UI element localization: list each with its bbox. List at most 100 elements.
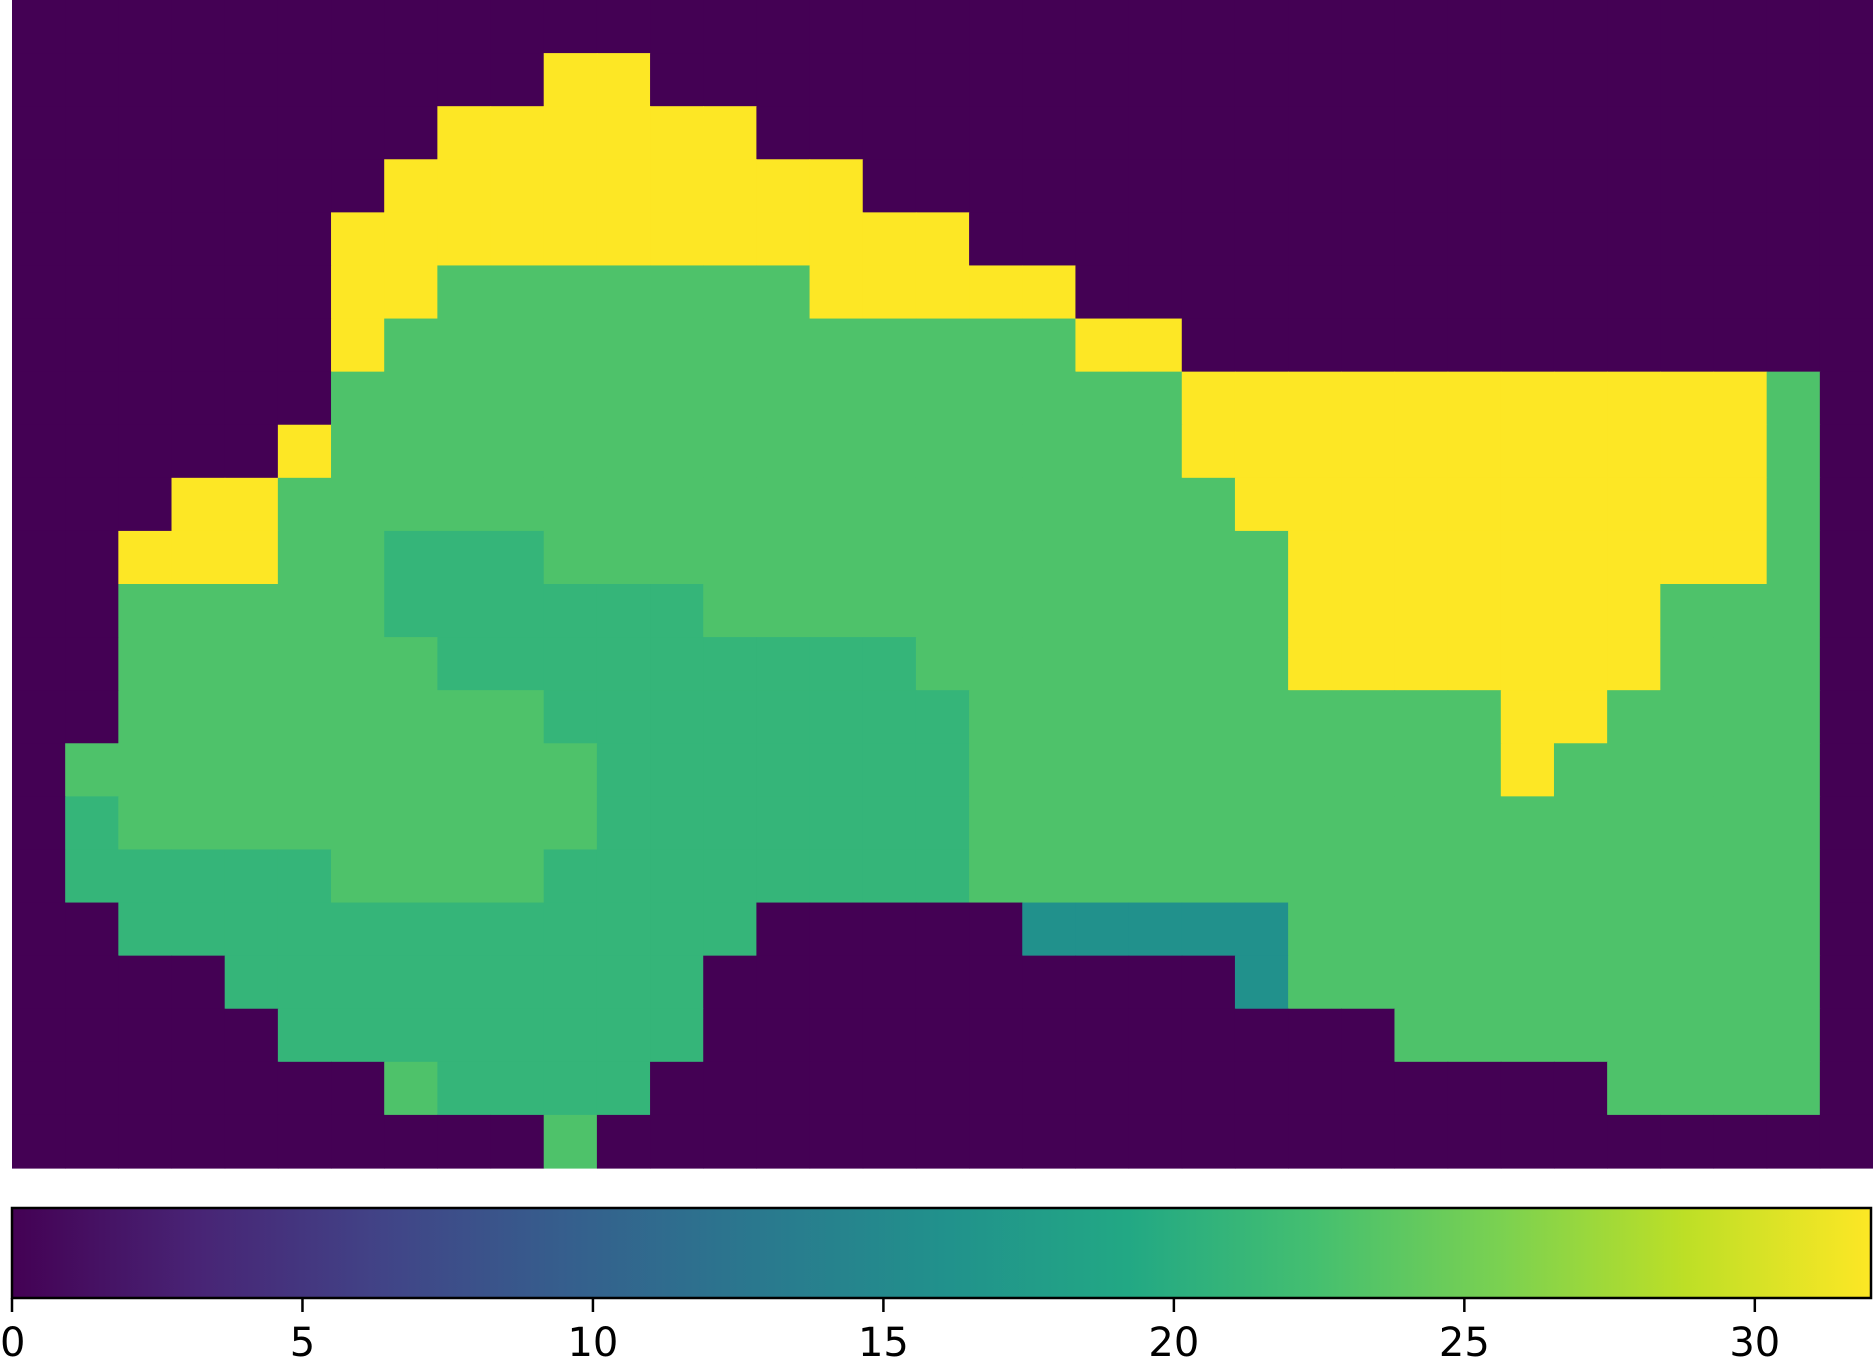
heatmap-cell xyxy=(650,53,704,107)
heatmap-cell xyxy=(12,1061,66,1116)
heatmap-cell xyxy=(1288,371,1342,426)
heatmap-cell xyxy=(384,477,438,532)
heatmap-cell xyxy=(809,265,864,320)
heatmap-cell xyxy=(1234,318,1289,373)
heatmap-cell xyxy=(1234,106,1289,160)
heatmap-cell xyxy=(543,637,598,691)
heatmap-cell xyxy=(490,0,545,54)
heatmap-cell xyxy=(1234,212,1289,267)
heatmap-cell xyxy=(915,1061,970,1116)
heatmap-cell xyxy=(1181,53,1236,107)
heatmap-cell xyxy=(1394,849,1449,904)
heatmap-cell xyxy=(1607,796,1661,851)
heatmap-cell xyxy=(1500,318,1555,373)
heatmap-cell xyxy=(969,477,1023,532)
heatmap-cell xyxy=(1288,477,1342,532)
heatmap-cell xyxy=(1713,584,1768,638)
heatmap-cell xyxy=(171,265,226,320)
heatmap-cell xyxy=(1075,106,1130,160)
heatmap-cell xyxy=(756,955,811,1010)
heatmap-cell xyxy=(437,1008,492,1063)
heatmap-cell xyxy=(277,637,332,691)
heatmap-cell xyxy=(756,106,811,160)
heatmap-cell xyxy=(277,477,332,532)
heatmap-cell xyxy=(1022,424,1077,479)
heatmap-cell xyxy=(1075,637,1130,691)
heatmap-cell xyxy=(1660,530,1715,585)
heatmap-cell xyxy=(1181,955,1236,1010)
heatmap-cell xyxy=(1288,159,1342,213)
heatmap-cell xyxy=(703,584,757,638)
heatmap-cell xyxy=(650,743,704,797)
heatmap-cell xyxy=(1713,424,1768,479)
heatmap-cell xyxy=(1766,584,1821,638)
heatmap-cell xyxy=(1341,159,1396,213)
heatmap-cell xyxy=(703,955,757,1010)
heatmap-cell xyxy=(1394,1008,1449,1063)
heatmap-cell xyxy=(1075,1008,1130,1063)
heatmap-cell xyxy=(543,477,598,532)
heatmap-cell xyxy=(1819,1008,1873,1063)
heatmap-cell xyxy=(331,424,385,479)
heatmap-cell xyxy=(1128,530,1183,585)
heatmap-cell xyxy=(437,477,492,532)
heatmap-cell xyxy=(490,530,545,585)
heatmap-cell xyxy=(969,902,1023,957)
heatmap-cell xyxy=(65,530,119,585)
heatmap-cell xyxy=(969,212,1023,267)
heatmap-cell xyxy=(1075,690,1130,744)
heatmap-cell xyxy=(1500,1114,1555,1169)
heatmap-cell xyxy=(384,796,438,851)
heatmap-cell xyxy=(224,849,279,904)
heatmap-cell xyxy=(543,849,598,904)
heatmap-cell xyxy=(596,690,651,744)
heatmap-cell xyxy=(171,1008,226,1063)
heatmap-cell xyxy=(1500,1008,1555,1063)
heatmap-cell xyxy=(1713,796,1768,851)
heatmap-cell xyxy=(1660,1008,1715,1063)
heatmap-cell xyxy=(1500,265,1555,320)
heatmap-cell xyxy=(1660,584,1715,638)
heatmap-cell xyxy=(118,212,173,267)
heatmap-cell xyxy=(1713,1061,1768,1116)
heatmap-cell xyxy=(1553,53,1608,107)
heatmap-cell xyxy=(65,849,119,904)
heatmap-cell xyxy=(1341,849,1396,904)
heatmap-cell xyxy=(384,1061,438,1116)
heatmap-cell xyxy=(1819,584,1873,638)
heatmap-cell xyxy=(12,371,66,426)
heatmap-cell xyxy=(1713,53,1768,107)
heatmap-cell xyxy=(65,637,119,691)
heatmap-cell xyxy=(1447,265,1502,320)
heatmap-cell xyxy=(1181,265,1236,320)
heatmap-cell xyxy=(1288,106,1342,160)
heatmap-cell xyxy=(1500,902,1555,957)
heatmap-cell xyxy=(65,690,119,744)
heatmap-cell xyxy=(862,1061,917,1116)
heatmap-cell xyxy=(650,796,704,851)
heatmap-cell xyxy=(1181,530,1236,585)
heatmap-cell xyxy=(1394,743,1449,797)
heatmap-cell xyxy=(65,424,119,479)
heatmap-cell xyxy=(12,318,66,373)
heatmap-cell xyxy=(915,743,970,797)
heatmap-cell xyxy=(490,955,545,1010)
heatmap-cell xyxy=(1766,743,1821,797)
heatmap-cell xyxy=(277,159,332,213)
heatmap-cell xyxy=(1819,53,1873,107)
heatmap-cell xyxy=(1447,584,1502,638)
heatmap-cell xyxy=(1394,530,1449,585)
heatmap-cell xyxy=(809,637,864,691)
heatmap-cell xyxy=(490,106,545,160)
heatmap-cell xyxy=(915,1008,970,1063)
heatmap-cell xyxy=(1660,53,1715,107)
heatmap-cell xyxy=(596,477,651,532)
heatmap-cell xyxy=(756,530,811,585)
heatmap-cell xyxy=(1447,743,1502,797)
heatmap-cell xyxy=(1713,0,1768,54)
heatmap-cell xyxy=(756,902,811,957)
heatmap-cell xyxy=(756,477,811,532)
heatmap-cell xyxy=(65,0,119,54)
heatmap-cell xyxy=(1288,424,1342,479)
heatmap-cell xyxy=(224,1008,279,1063)
